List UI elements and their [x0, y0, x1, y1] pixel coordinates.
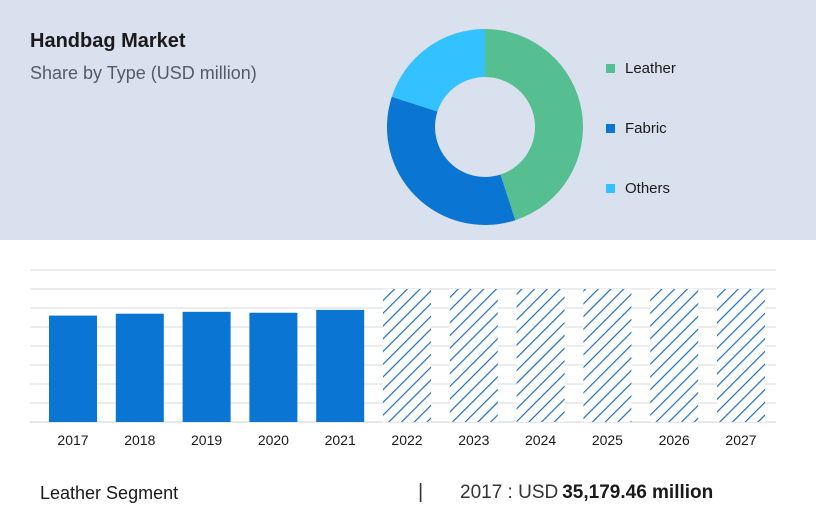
x-tick-label-2024: 2024 — [525, 432, 556, 448]
legend-item-others: Others — [606, 180, 670, 197]
x-tick-label-2027: 2027 — [725, 432, 756, 448]
bar-2020 — [249, 312, 298, 422]
x-tick-label-2023: 2023 — [458, 432, 489, 448]
x-tick-label-2018: 2018 — [124, 432, 155, 448]
bar-2021 — [316, 309, 365, 422]
x-tick-label-2019: 2019 — [191, 432, 222, 448]
donut-slice-leather — [485, 29, 583, 221]
bar-2017 — [49, 315, 97, 422]
donut-chart — [387, 29, 583, 225]
forecast-bar-2022 — [383, 289, 431, 422]
forecast-bar-2023 — [449, 289, 498, 422]
forecast-bar-2026 — [650, 289, 699, 422]
footer-year-prefix: 2017 : USD — [460, 482, 559, 503]
bar-chart: 2017 2018 2019 2020 2021 2022 2023 2024 2025 2026… — [30, 269, 776, 448]
footer-segment-label: Leather Segment — [40, 483, 179, 503]
chart-subtitle: Share by Type (USD million) — [30, 63, 257, 83]
x-tick-label-2026: 2026 — [659, 432, 690, 448]
bar-2018 — [115, 313, 164, 422]
legend-label-fabric: Fabric — [625, 120, 667, 137]
legend-label-others: Others — [625, 180, 671, 197]
legend-swatch-fabric — [606, 124, 615, 133]
x-tick-label-2021: 2021 — [325, 432, 356, 448]
forecast-bar-2024 — [516, 289, 565, 422]
chart-title: Handbag Market — [30, 30, 186, 52]
bar-2019 — [182, 311, 231, 422]
forecast-bar-2025 — [583, 289, 632, 422]
legend-label-leather: Leather — [625, 60, 676, 77]
legend-swatch-others — [606, 184, 615, 193]
legend-swatch-leather — [606, 64, 615, 73]
x-tick-label-2020: 2020 — [258, 432, 289, 448]
donut-slice-others — [391, 29, 485, 112]
x-tick-label-2017: 2017 — [57, 432, 88, 448]
donut-slice-fabric — [387, 96, 516, 225]
legend-item-leather: Leather — [606, 60, 676, 77]
forecast-bar-2027 — [717, 289, 765, 422]
footer-value-block: 2017 : USD 35,179.46 million — [460, 482, 713, 504]
footer-separator: | — [418, 481, 424, 503]
x-tick-label-2022: 2022 — [391, 432, 422, 448]
footer-value: 35,179.46 million — [562, 482, 714, 503]
legend-item-fabric: Fabric — [606, 120, 667, 137]
x-tick-label-2025: 2025 — [592, 432, 623, 448]
